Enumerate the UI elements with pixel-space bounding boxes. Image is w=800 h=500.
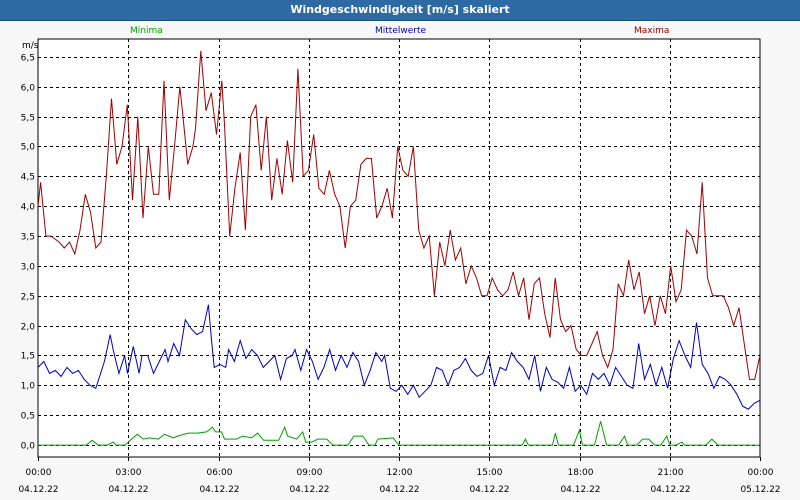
y-tick-label: 1,0 [21, 382, 36, 392]
y-tick-label: 0,0 [21, 442, 36, 452]
x-tick-date: 04.12.22 [650, 485, 690, 495]
chart-title: Windgeschwindigkeit [m/s] skaliert [0, 0, 800, 21]
x-tick-time: 03:00 [116, 468, 142, 478]
y-axis-unit: m/s [22, 41, 39, 51]
x-tick-time: 21:00 [658, 468, 684, 478]
x-tick-date: 04.12.22 [289, 485, 329, 495]
x-tick-date: 04.12.22 [108, 485, 148, 495]
legend-minima: Minima [130, 26, 163, 36]
y-tick-label: 5,0 [21, 143, 36, 153]
y-tick-label: 0,5 [21, 412, 35, 422]
series-line-minima [38, 421, 760, 446]
x-tick-time: 18:00 [568, 468, 594, 478]
x-tick-date: 04.12.22 [18, 485, 58, 495]
y-tick-label: 4,5 [21, 173, 35, 183]
y-tick-label: 5,5 [21, 114, 35, 124]
x-tick-date: 04.12.22 [199, 485, 239, 495]
x-tick-time: 06:00 [207, 468, 233, 478]
x-tick-date: 04.12.22 [469, 485, 509, 495]
y-tick-label: 3,5 [21, 233, 35, 243]
series-line-maxima [37, 50, 761, 380]
line-chart: 0,0 0,5 1,0 1,5 2,0 2,5 3,0 3,5 4,0 4,5 5,0 5,5 6,0 6… [18, 38, 781, 495]
chart-area: Minima Mittelwerte Maxima m/s 0,0 0,5 1,0 1… [0, 21, 800, 500]
x-tick-time: 00:00 [26, 468, 52, 478]
y-tick-label: 1,5 [21, 352, 35, 362]
x-tick-time: 15:00 [477, 468, 503, 478]
legend-mittelwerte: Mittelwerte [375, 26, 427, 36]
x-tick-time: 00:00 [748, 468, 774, 478]
y-tick-label: 2,5 [21, 293, 35, 303]
x-tick-date: 04.12.22 [560, 485, 600, 495]
x-tick-date: 05.12.22 [740, 485, 780, 495]
x-tick-time: 12:00 [387, 468, 413, 478]
y-tick-label: 6,5 [21, 54, 35, 64]
x-tick-date: 04.12.22 [379, 485, 419, 495]
series-line-mittelwerte [37, 304, 761, 410]
legend-maxima: Maxima [634, 26, 670, 36]
y-tick-label: 3,0 [21, 263, 36, 273]
y-tick-label: 6,0 [21, 84, 36, 94]
y-tick-label: 4,0 [21, 203, 36, 213]
y-tick-label: 2,0 [21, 323, 36, 333]
x-tick-time: 09:00 [297, 468, 323, 478]
